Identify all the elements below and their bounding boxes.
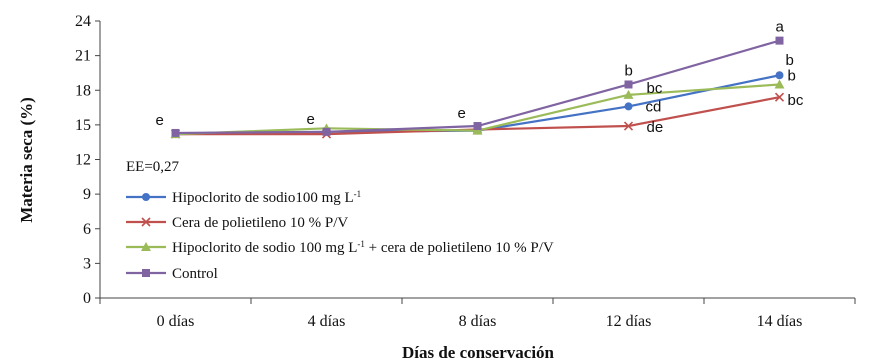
data-point [472, 125, 483, 135]
legend-label: Cera de polietileno 10 % P/V [172, 215, 348, 231]
series-4 [171, 36, 784, 137]
x-tick-label: 12 días [606, 313, 652, 330]
significance-label: e [307, 111, 315, 128]
legend: Hipoclorito de sodio100 mg L-1 Cera de po… [126, 189, 554, 282]
x-tick-label: 0 días [157, 313, 195, 330]
significance-label: b [786, 52, 794, 69]
significance-label: e [458, 105, 466, 122]
x-axis: 0 días 4 días 8 días 12 días 14 días [99, 297, 856, 330]
y-tick-label: 3 [83, 255, 91, 272]
data-point [775, 36, 784, 45]
legend-marker [142, 269, 150, 277]
data-point [774, 79, 785, 89]
legend-label: Hipoclorito de sodio 100 mg L-1 + cera d… [172, 239, 554, 256]
ee-note: EE=0,27 [126, 159, 180, 175]
legend-label: Control [172, 266, 218, 282]
x-tick-label: 4 días [308, 313, 346, 330]
series-line [175, 39, 780, 135]
legend-marker [141, 217, 151, 227]
data-point [623, 89, 634, 99]
y-tick-label: 18 [75, 82, 91, 99]
legend-label: Hipoclorito de sodio100 mg L-1 [172, 189, 361, 206]
data-point [624, 80, 633, 89]
significance-label: a [776, 19, 785, 36]
y-tick-label: 0 [83, 290, 91, 307]
data-point [624, 102, 633, 111]
series-layer [170, 36, 785, 139]
significance-label: b [625, 62, 633, 79]
significance-label: e [156, 112, 164, 129]
data-point [774, 92, 785, 102]
significance-label: bc [788, 92, 804, 109]
y-axis-title: Materia seca (%) [17, 97, 36, 223]
significance-label: bc [647, 80, 663, 97]
y-tick-label: 21 [75, 48, 91, 65]
significance-label: cd [646, 98, 662, 115]
x-axis-title: Días de conservación [402, 343, 555, 362]
data-point [473, 122, 482, 131]
y-tick-label: 24 [75, 13, 91, 30]
legend-item: Hipoclorito de sodio 100 mg L-1 + cera d… [126, 239, 554, 256]
legend-item: Hipoclorito de sodio100 mg L-1 [126, 189, 361, 206]
data-point [623, 121, 634, 131]
y-tick-label: 12 [75, 152, 91, 169]
significance-label: b [788, 67, 796, 84]
y-tick-label: 9 [83, 186, 91, 203]
x-tick-label: 14 días [757, 313, 803, 330]
legend-marker [141, 242, 151, 251]
legend-marker [142, 193, 150, 201]
data-point [322, 127, 331, 136]
data-point [775, 71, 784, 80]
y-axis: 0 3 6 9 12 15 18 21 24 [75, 13, 101, 307]
legend-item: Control [126, 266, 218, 282]
legend-item: Cera de polietileno 10 % P/V [126, 215, 348, 231]
x-tick-label: 8 días [459, 313, 497, 330]
data-point [171, 128, 180, 137]
significance-label: de [647, 119, 664, 136]
y-tick-label: 15 [75, 117, 91, 134]
y-tick-label: 6 [83, 221, 91, 238]
